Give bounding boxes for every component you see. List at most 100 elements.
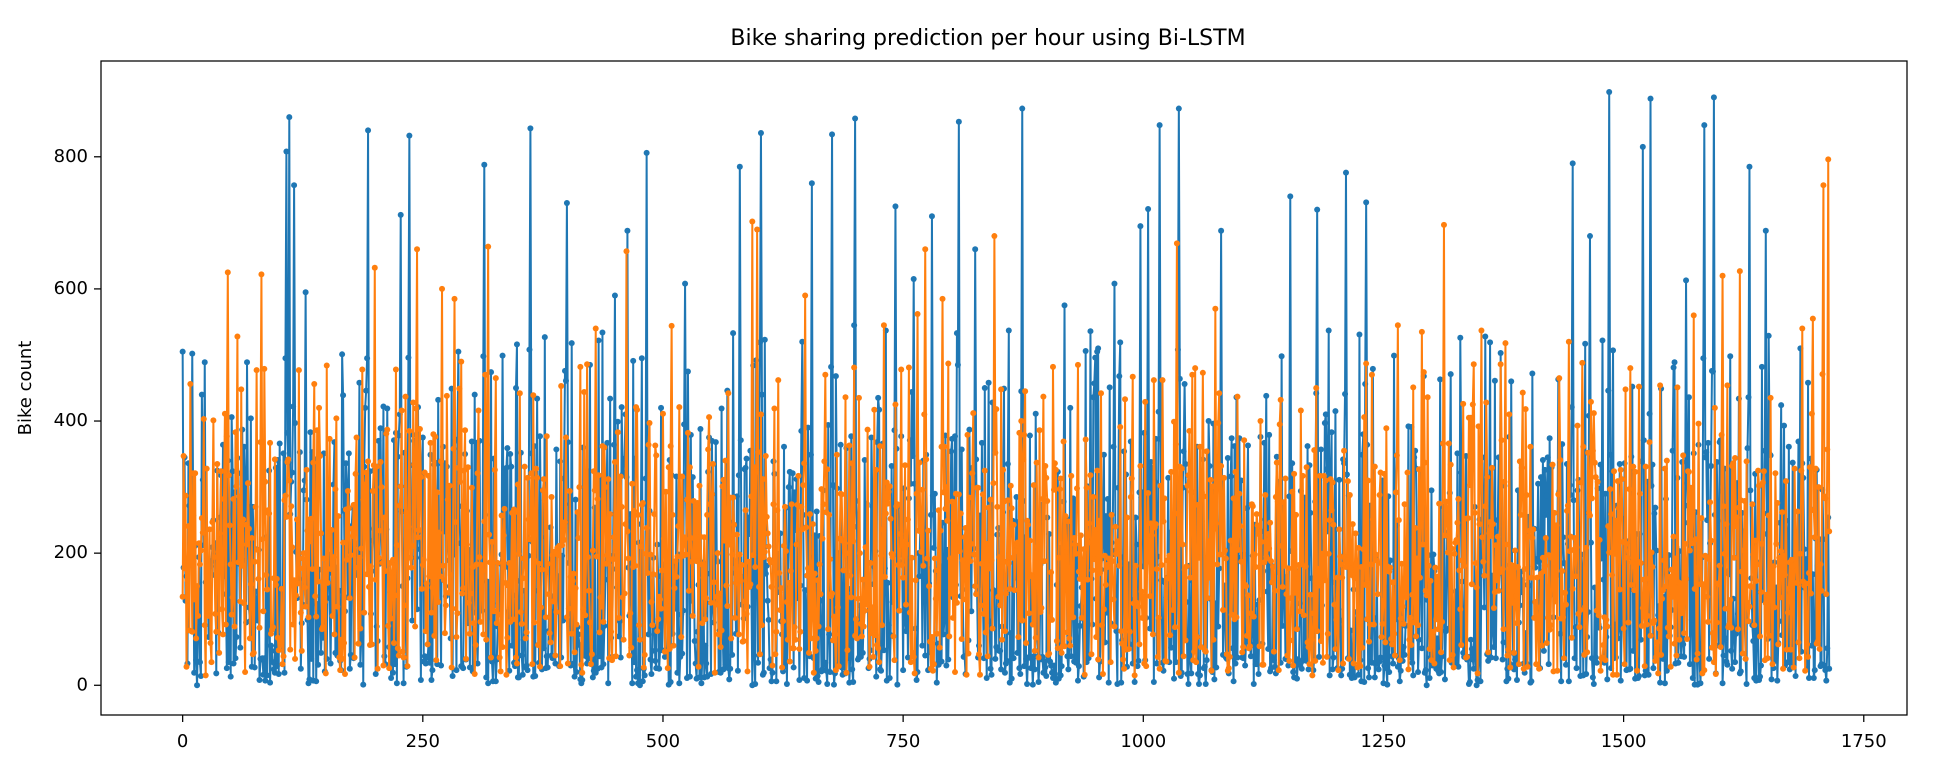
series-2-point [873,466,880,473]
series-1-point [264,672,271,679]
series-2-point [495,611,502,618]
series-2-point [1019,617,1026,624]
series-2-point [193,635,200,642]
series-2-point [1400,620,1407,627]
series-1-point [1290,669,1297,676]
series-2-point [658,605,665,612]
series-2-point [957,510,964,517]
series-1-point [1732,659,1739,666]
series-1-point [1720,652,1727,659]
series-2-point [541,497,548,504]
series-2-point [536,560,543,567]
series-2-point [1254,522,1261,529]
series-2-point [1157,482,1164,489]
series-1-point [1397,667,1404,674]
series-2-point [480,631,487,638]
series-1-point [927,511,934,518]
series-2-point [1170,606,1177,613]
series-2-point [1096,517,1103,524]
series-2-point [451,295,458,302]
series-2-point [516,390,523,397]
series-2-point [1034,543,1041,550]
series-1-point [930,544,937,551]
series-1-point [1261,439,1268,446]
series-2-point [1116,562,1123,569]
series-2-point [1010,521,1017,528]
series-2-point [1477,458,1484,465]
series-2-point [500,532,507,539]
series-2-point [1806,464,1813,471]
series-2-point [939,295,946,302]
series-2-point [572,585,579,592]
series-1-point [1430,551,1437,558]
series-2-point [673,573,680,580]
series-2-point [1544,614,1551,621]
series-1-point [179,348,186,355]
series-1-point [1590,680,1597,687]
series-2-point [1440,440,1447,447]
series-1-point [830,681,837,688]
series-2-point [773,628,780,635]
series-2-point [726,541,733,548]
series-2-point [1270,648,1277,655]
series-2-point [1691,585,1698,592]
series-2-point [1148,532,1155,539]
series-2-point [482,371,489,378]
series-1-point [1043,673,1050,680]
series-1-point [769,669,776,676]
series-1-point [1606,89,1613,96]
series-2-point [664,665,671,672]
series-2-point [1345,655,1352,662]
series-2-point [1291,470,1298,477]
series-2-point [1810,507,1817,514]
series-2-point [1185,472,1192,479]
series-2-point [748,493,755,500]
series-2-point [1460,400,1467,407]
series-2-point [574,509,581,516]
series-2-point [998,386,1005,393]
series-2-point [1621,661,1628,668]
series-2-point [408,564,415,571]
series-1-point [997,647,1004,654]
series-1-point [697,425,704,432]
series-2-point [637,543,644,550]
series-2-point [1227,537,1234,544]
series-2-point [1207,476,1214,483]
series-1-point [945,656,952,663]
series-2-point [269,624,276,631]
series-2-point [1075,568,1082,575]
series-1-point [953,330,960,337]
series-1-point [1005,327,1012,334]
series-2-point [736,551,743,558]
series-2-point [894,501,901,508]
series-2-point [657,596,664,603]
series-2-point [1779,509,1786,516]
series-1-point [826,631,833,638]
series-2-point [976,651,983,658]
series-2-point [1564,502,1571,509]
series-2-point [945,360,952,367]
series-2-point [592,325,599,332]
series-2-point [442,602,449,609]
series-1-point [1250,680,1257,687]
series-2-point [1390,579,1397,586]
series-2-point [1229,554,1236,561]
series-2-point [1087,472,1094,479]
series-1-point [1468,645,1475,652]
series-1-point [1492,655,1499,662]
series-2-point [775,377,782,384]
series-2-point [830,613,837,620]
series-1-point [1137,223,1144,230]
series-1-point [1230,678,1237,685]
series-2-point [932,595,939,602]
series-2-point [824,466,831,473]
series-1-point [798,427,805,434]
series-2-point [1030,482,1037,489]
series-2-point [1279,583,1286,590]
series-1-point [247,415,254,422]
series-2-point [414,246,421,253]
series-2-point [890,633,897,640]
series-1-point [571,673,578,680]
series-1-point [1245,442,1251,449]
series-2-point [1521,566,1528,573]
